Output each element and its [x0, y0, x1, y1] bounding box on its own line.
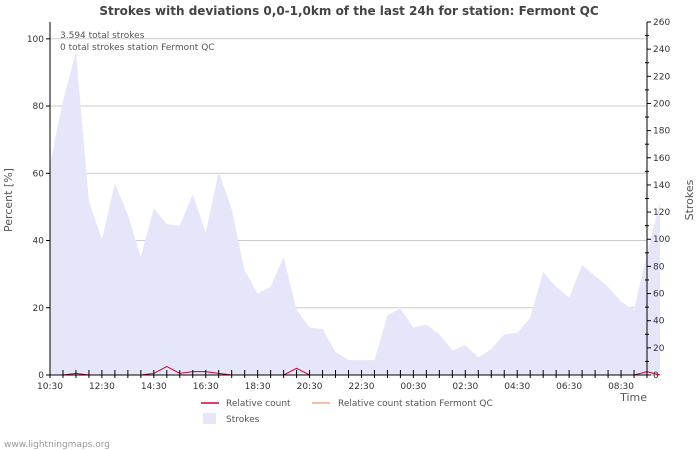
y-right-tick-label: 60	[653, 290, 665, 300]
right-axis-ticks: 0 20 40 60 80 100 120 140 160 180 200 220 240 260	[645, 18, 670, 381]
y-left-tick-label: 40	[33, 237, 45, 247]
left-axis-ticks: 0 20 40 60 80 100	[27, 35, 50, 381]
y-left-tick-label: 0	[38, 371, 44, 381]
x-axis-ticks: 10:30 12:30 14:30 16:30 18:30 20:30 22:30 00:30…	[37, 370, 648, 392]
x-tick-label: 20:30	[297, 382, 323, 392]
source-footer: www.lightningmaps.org	[4, 440, 110, 450]
strokes-area	[50, 51, 660, 375]
y-left-tick-label: 100	[27, 35, 44, 45]
legend-relative-count-label: Relative count	[226, 399, 291, 409]
legend-strokes-label: Strokes	[226, 415, 260, 425]
x-tick-label: 04:30	[504, 382, 530, 392]
legend: Relative count Relative count station Fe…	[201, 399, 493, 425]
x-tick-label: 12:30	[89, 382, 115, 392]
x-tick-label: 22:30	[349, 382, 375, 392]
legend-station-count-label: Relative count station Fermont QC	[338, 399, 493, 409]
y-axis-right-label: Strokes	[683, 179, 696, 220]
annotation-station-strokes: 0 total strokes station Fermont QC	[60, 43, 215, 53]
x-tick-label: 00:30	[400, 382, 426, 392]
y-right-tick-label: 120	[653, 208, 670, 218]
y-left-tick-label: 80	[33, 102, 45, 112]
y-left-tick-label: 60	[33, 169, 45, 179]
y-left-tick-label: 20	[33, 304, 45, 314]
y-right-tick-label: 20	[653, 344, 665, 354]
x-tick-label: 16:30	[193, 382, 219, 392]
x-tick-label: 08:30	[608, 382, 634, 392]
y-right-tick-label: 220	[653, 72, 670, 82]
y-right-tick-label: 80	[653, 262, 665, 272]
x-tick-label: 02:30	[452, 382, 478, 392]
strokes-area-layer	[50, 51, 660, 375]
x-tick-label: 06:30	[556, 382, 582, 392]
x-axis-label: Time	[619, 391, 647, 404]
x-tick-label: 18:30	[245, 382, 271, 392]
annotation-total-strokes: 3.594 total strokes	[60, 31, 145, 41]
chart-title: Strokes with deviations 0,0-1,0km of the…	[99, 4, 598, 18]
y-right-tick-label: 260	[653, 18, 670, 28]
y-right-tick-label: 180	[653, 127, 670, 137]
legend-strokes-swatch	[203, 413, 216, 424]
y-right-tick-label: 0	[653, 371, 659, 381]
y-right-tick-label: 240	[653, 45, 670, 55]
x-tick-label: 14:30	[141, 382, 167, 392]
x-tick-label: 10:30	[37, 382, 63, 392]
y-right-tick-label: 140	[653, 181, 670, 191]
y-axis-left-label: Percent [%]	[2, 168, 15, 232]
y-right-tick-label: 40	[653, 317, 665, 327]
y-right-tick-label: 200	[653, 99, 670, 109]
y-right-tick-label: 100	[653, 235, 670, 245]
y-right-tick-label: 160	[653, 154, 670, 164]
